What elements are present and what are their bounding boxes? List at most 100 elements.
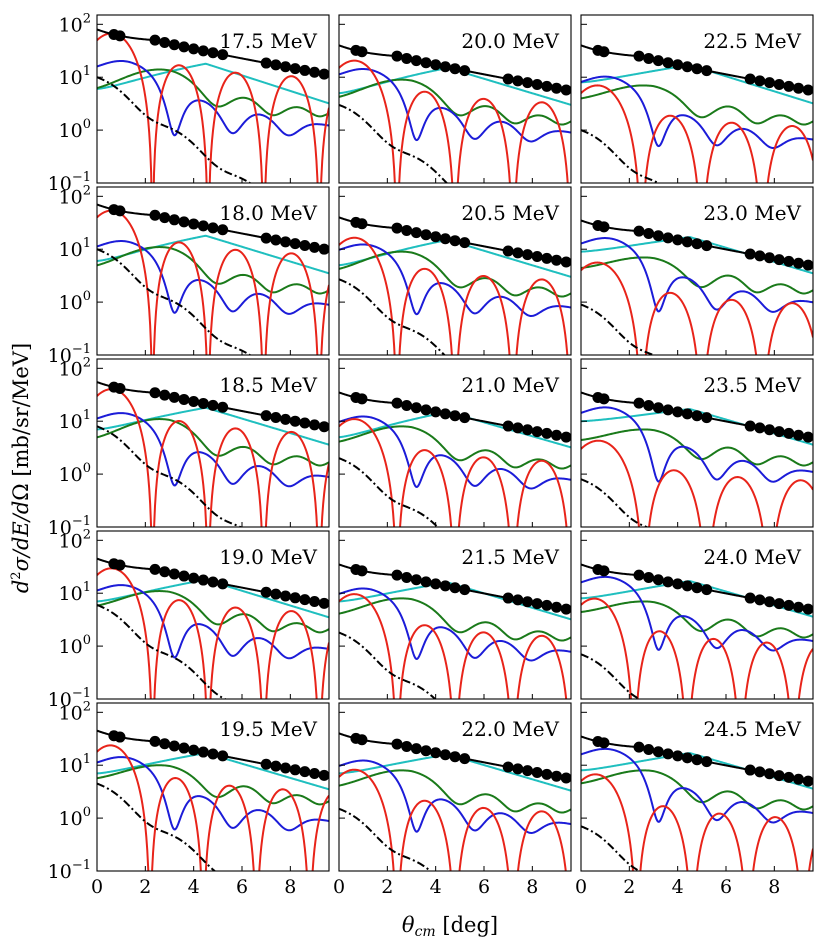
data-point: [260, 758, 272, 770]
red-series: [581, 84, 813, 183]
data-point: [643, 52, 655, 64]
dash-dot-series: [339, 631, 437, 699]
data-point: [502, 420, 514, 432]
panel-4: 18.0 MeV 102 101 100 10−1: [48, 183, 330, 367]
data-point: [459, 753, 471, 765]
data-point: [522, 596, 533, 608]
data-point: [551, 429, 562, 441]
panel-label: 22.0 MeV: [461, 717, 559, 741]
x-tick-label: 6: [236, 876, 248, 898]
data-point: [643, 228, 655, 240]
red-series: [581, 261, 813, 355]
data-point: [701, 65, 713, 77]
panel-frame: [580, 530, 814, 700]
panel-frame: [96, 186, 330, 356]
data-point: [197, 220, 209, 232]
data-point: [318, 597, 329, 609]
data-point: [188, 744, 200, 756]
dash-dot-series: [581, 478, 650, 527]
data-point: [420, 57, 432, 69]
x-tick-label: 2: [139, 876, 151, 898]
data-point: [439, 580, 451, 592]
data-point: [260, 232, 272, 244]
dash-dot-series: [339, 103, 449, 183]
data-point: [168, 39, 180, 51]
data-point: [207, 222, 219, 234]
data-point: [541, 768, 553, 780]
data-point: [643, 572, 655, 584]
data-point: [672, 406, 684, 418]
data-point: [299, 594, 311, 606]
plot-area: [97, 203, 329, 355]
y-tick-label: 10−1: [48, 514, 91, 539]
data-point: [701, 412, 713, 424]
data-point: [691, 410, 703, 422]
data-point: [356, 734, 368, 746]
data-point: [754, 594, 766, 606]
blue-series: [339, 68, 571, 143]
data-point: [391, 50, 403, 62]
panel-label: 19.5 MeV: [219, 717, 317, 741]
y-tick-label: 10−1: [48, 170, 91, 195]
data-point: [662, 404, 674, 416]
data-point: [459, 584, 471, 596]
data-point: [356, 565, 368, 577]
green-series: [581, 769, 813, 811]
data-point: [260, 57, 272, 69]
blue-series: [97, 584, 329, 660]
data-point: [318, 68, 329, 80]
data-point: [449, 751, 461, 763]
blue-series: [97, 59, 329, 137]
y-tick-label: 100: [59, 633, 91, 658]
data-point: [560, 772, 571, 784]
panel-frame: [580, 186, 814, 356]
data-point: [560, 603, 571, 615]
plot-area: [339, 391, 571, 527]
data-point: [662, 748, 674, 760]
data-point: [773, 770, 785, 782]
data-point: [764, 252, 775, 264]
data-point: [560, 256, 571, 268]
data-point: [309, 595, 320, 607]
red-series: [339, 236, 569, 355]
data-point: [598, 221, 610, 233]
data-point: [270, 412, 282, 424]
plot-area: [97, 557, 329, 699]
data-point: [793, 257, 804, 269]
data-point: [410, 55, 422, 67]
red-series: [97, 388, 329, 527]
blue-series: [97, 756, 329, 832]
data-point: [744, 248, 756, 260]
dash-dot-series: [97, 248, 252, 355]
data-point: [401, 224, 413, 236]
x-tick-label: 2: [623, 876, 635, 898]
data-point: [802, 603, 813, 615]
data-point: [691, 754, 703, 766]
data-point: [149, 34, 161, 46]
data-point: [681, 236, 693, 248]
panel-frame: [580, 14, 814, 184]
data-point: [217, 750, 229, 762]
data-point: [531, 426, 543, 438]
panel-frame: [338, 186, 572, 356]
data-point: [652, 746, 664, 758]
red-series: [339, 418, 568, 527]
data-point: [309, 767, 320, 779]
green-series: [97, 68, 329, 118]
data-point: [356, 218, 368, 230]
data-point: [197, 746, 209, 758]
panel-frame: [338, 14, 572, 184]
x-tick-label: 8: [284, 876, 296, 898]
panel-label: 20.0 MeV: [461, 29, 559, 53]
data-point: [522, 765, 533, 777]
y-tick-label: 102: [59, 527, 91, 552]
data-point: [522, 77, 533, 89]
panel-10: 19.0 MeV 102 101 100 10−1: [48, 527, 330, 711]
data-point: [754, 422, 766, 434]
data-point: [439, 61, 451, 73]
data-point: [430, 578, 442, 590]
panel-2: 20.0 MeV: [338, 14, 572, 184]
blue-series: [581, 747, 813, 824]
panel-12: 24.0 MeV: [580, 530, 814, 700]
